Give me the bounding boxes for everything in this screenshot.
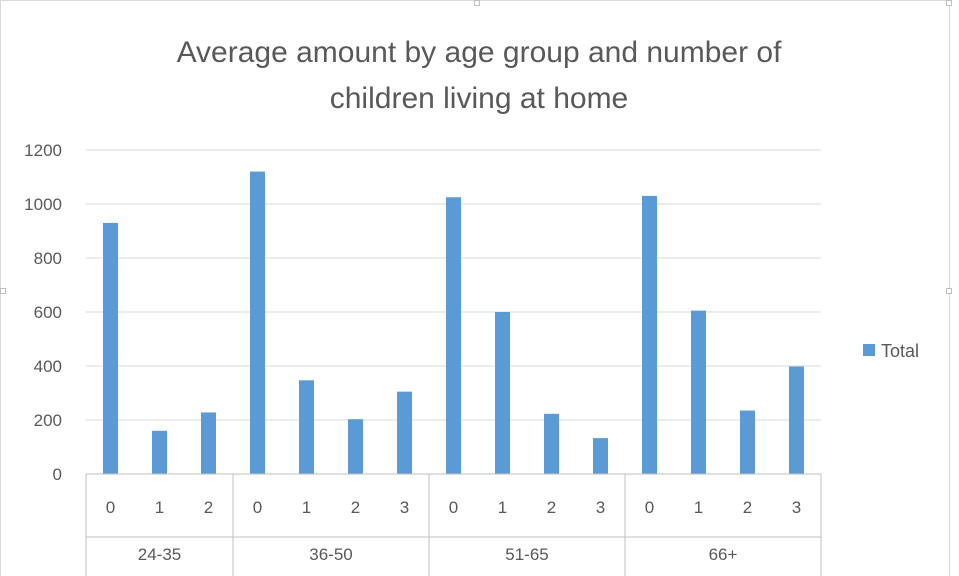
resize-handle-right[interactable] (946, 288, 952, 294)
resize-handle-top-right[interactable] (946, 0, 952, 6)
bar (642, 195, 657, 474)
y-tick-label: 800 (34, 249, 62, 268)
bar (446, 197, 461, 474)
x-category-label: 2 (351, 498, 360, 517)
legend-label: Total (881, 341, 919, 361)
bar (152, 430, 167, 474)
resize-handle-left[interactable] (0, 288, 6, 294)
bar (495, 312, 510, 474)
chart-title: Average amount by age group and number o… (176, 36, 782, 115)
x-category-label: 3 (596, 498, 605, 517)
y-tick-label: 1200 (24, 141, 62, 160)
x-category-label: 1 (302, 498, 311, 517)
x-category-label: 0 (253, 498, 262, 517)
x-category-label: 0 (645, 498, 654, 517)
bar (299, 380, 314, 474)
legend[interactable]: Total (863, 341, 919, 361)
bar (103, 222, 118, 474)
bar (201, 412, 216, 474)
x-category-label: 2 (743, 498, 752, 517)
bar (691, 310, 706, 474)
resize-handle-top[interactable] (474, 0, 480, 6)
legend-swatch (863, 344, 875, 356)
x-axis: 0 1 2 0 1 2 3 0 1 2 3 0 1 2 3 24-35 36-50 51-65 66+ (85, 473, 822, 576)
x-group-label: 36-50 (309, 545, 352, 564)
x-category-label: 3 (400, 498, 409, 517)
bar (348, 419, 363, 474)
x-category-label: 1 (498, 498, 507, 517)
y-tick-label: 600 (34, 303, 62, 322)
y-tick-label: 200 (34, 411, 62, 430)
x-category-label: 0 (106, 498, 115, 517)
bar (250, 171, 265, 474)
x-group-label: 66+ (709, 545, 738, 564)
x-category-label: 2 (204, 498, 213, 517)
y-tick-label: 1000 (24, 195, 62, 214)
x-category-label: 1 (155, 498, 164, 517)
bar (789, 366, 804, 474)
bar (593, 438, 608, 474)
y-axis: 0 200 400 600 800 1000 1200 (24, 141, 62, 484)
bar (397, 391, 412, 474)
bar (544, 413, 559, 474)
y-tick-label: 400 (34, 357, 62, 376)
x-category-label: 0 (449, 498, 458, 517)
y-tick-label: 0 (53, 465, 62, 484)
x-group-label: 24-35 (138, 545, 181, 564)
x-group-label: 51-65 (505, 545, 548, 564)
x-category-label: 2 (547, 498, 556, 517)
bar (740, 410, 755, 474)
x-category-label: 3 (792, 498, 801, 517)
bars (103, 171, 804, 474)
x-category-label: 1 (694, 498, 703, 517)
